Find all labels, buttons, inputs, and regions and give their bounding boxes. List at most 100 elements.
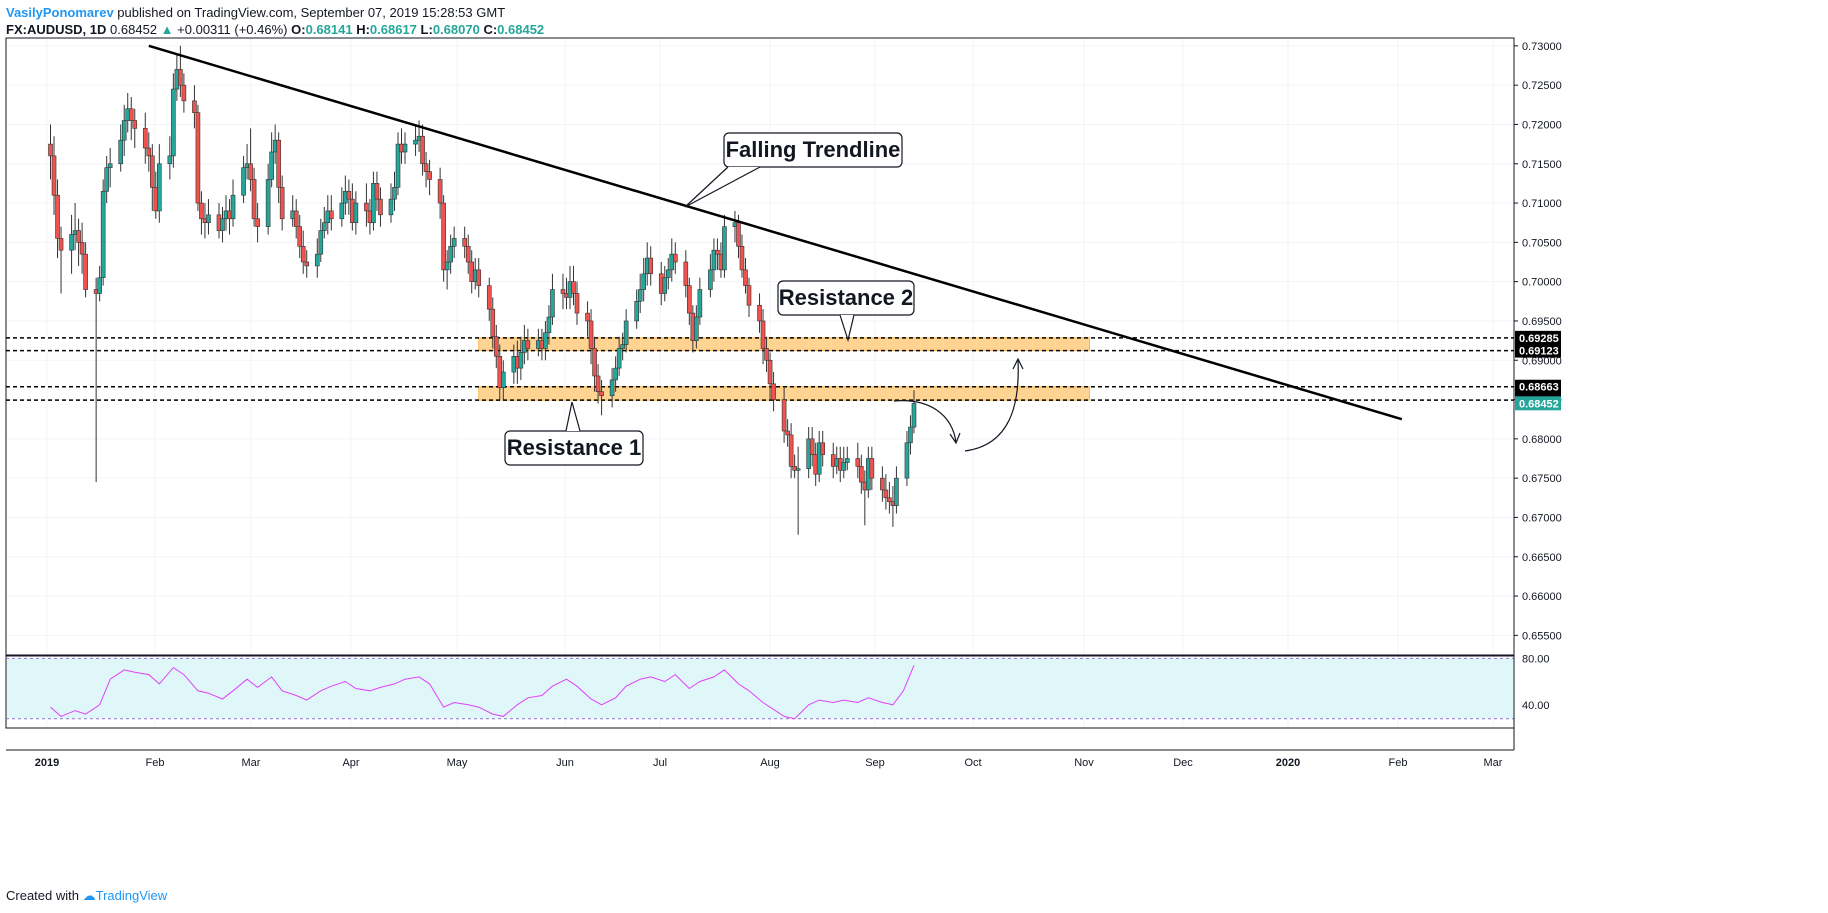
candle-up	[641, 273, 647, 290]
candle-down	[809, 438, 815, 455]
candle-up	[665, 269, 671, 279]
candle-down	[493, 336, 499, 357]
candle-down	[683, 261, 689, 286]
falling-trendline	[148, 44, 1403, 421]
candle-up	[500, 371, 506, 389]
price-tick-label: 0.72500	[1522, 80, 1562, 92]
candle-down	[767, 359, 773, 385]
rsi-band	[7, 658, 1513, 719]
callout-pointer	[839, 314, 855, 343]
footer: Created with ☁TradingView	[6, 888, 167, 904]
candle-up	[613, 367, 618, 381]
candle-up	[623, 320, 629, 345]
candle-down	[374, 183, 380, 200]
candle-down	[132, 120, 138, 129]
candle-down	[883, 489, 889, 499]
price-axis[interactable]: 0.73000 0.72500 0.72000 0.71500 0.71000 0.705…	[1513, 38, 1562, 750]
candle-down	[276, 139, 281, 188]
close-label: C:	[483, 22, 498, 37]
drop-arrow	[893, 400, 957, 443]
tradingview-logo-icon[interactable]: ☁	[82, 888, 96, 903]
candle-down	[128, 108, 134, 121]
price-tag-label: 0.69123	[1519, 346, 1559, 358]
candle-down	[255, 218, 260, 227]
price-tag	[1515, 379, 1561, 394]
candle-up	[97, 277, 102, 294]
symbol-label[interactable]: FX:AUDUSD, 1D	[6, 22, 107, 37]
candle-down	[142, 128, 148, 149]
candle-down	[599, 391, 604, 396]
low-label: L:	[420, 22, 433, 37]
open-value: 0.68141	[305, 22, 353, 37]
candle-down	[76, 230, 81, 243]
time-axis[interactable]: 2019 Feb Mar Apr May Jun Jul Aug Sep Oct Nov Dec 202…	[35, 757, 1503, 769]
candle-up	[616, 348, 622, 369]
candlestick-series	[48, 45, 917, 535]
chart-grid	[6, 38, 1514, 728]
price-tick-label: 0.72000	[1522, 119, 1562, 131]
candle-up	[265, 179, 271, 227]
candle-up	[662, 277, 668, 294]
candle-down	[300, 245, 306, 263]
candle-down	[476, 269, 482, 286]
candle-up	[395, 143, 401, 188]
candle-down	[746, 285, 752, 306]
candle-down	[560, 289, 566, 294]
time-tick-label: Dec	[1173, 757, 1193, 769]
candle-up	[171, 88, 176, 157]
price-tick-label: 0.69000	[1522, 355, 1562, 367]
candle-down	[781, 399, 787, 432]
candle-down	[55, 194, 60, 239]
candle-down	[855, 458, 861, 467]
candle-down	[574, 293, 580, 314]
time-tick-label: Feb	[146, 757, 165, 769]
price-change: +0.00311 (+0.46%)	[177, 22, 288, 37]
candle-down	[490, 308, 496, 337]
price-tag	[1515, 343, 1561, 358]
candle-down	[672, 253, 678, 263]
high-label: H:	[356, 22, 370, 37]
candle-up	[241, 167, 246, 196]
tradingview-link[interactable]: TradingView	[95, 888, 168, 903]
candle-down	[146, 147, 152, 157]
price-tick-label: 0.71000	[1522, 198, 1562, 210]
candle-up	[371, 183, 376, 224]
time-tick-label: Jun	[556, 757, 574, 769]
candle-down	[486, 285, 492, 310]
candle-down	[585, 312, 590, 322]
candle-down	[788, 434, 794, 467]
price-tick-label: 0.65500	[1522, 630, 1562, 642]
candle-down	[83, 253, 88, 290]
candle-down	[178, 69, 183, 86]
candle-down	[437, 179, 443, 204]
candle-up	[816, 442, 822, 475]
candle-down	[592, 348, 597, 377]
candle-up	[220, 218, 225, 231]
candle-up	[339, 202, 345, 220]
price-tick-label: 0.69500	[1522, 316, 1562, 328]
candle-down	[736, 222, 741, 247]
time-tick-label: May	[447, 757, 468, 769]
candle-up	[318, 230, 324, 255]
candle-up	[353, 202, 359, 224]
candle-down	[588, 320, 594, 349]
candle-up	[697, 289, 703, 318]
candle-down	[687, 285, 692, 314]
price-tag-label: 0.69285	[1519, 333, 1559, 345]
candle-up	[230, 194, 236, 220]
price-tag	[1515, 330, 1561, 345]
candle-down	[378, 198, 383, 216]
candle-down	[195, 112, 201, 204]
author-link[interactable]: VasilyPonomarev	[6, 5, 114, 20]
candle-up	[711, 249, 717, 271]
candle-up	[206, 214, 211, 224]
candle-up	[908, 426, 913, 444]
time-tick-label: Oct	[964, 757, 981, 769]
up-arrow-icon: ▲	[160, 22, 174, 37]
candle-down	[441, 202, 446, 271]
price-tag-label: 0.68663	[1519, 382, 1559, 394]
candle-up	[321, 222, 327, 231]
candle-down	[251, 179, 257, 220]
candle-down	[304, 261, 310, 267]
